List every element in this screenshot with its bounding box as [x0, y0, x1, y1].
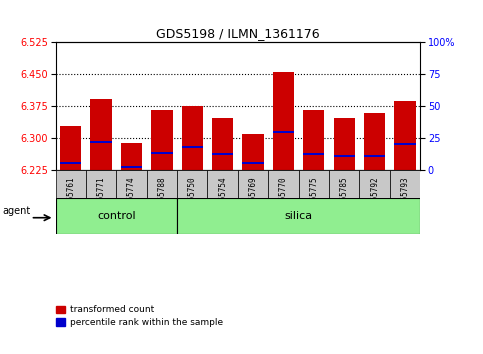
Bar: [329, 170, 359, 212]
Bar: [60, 162, 81, 164]
Bar: [395, 101, 416, 170]
Bar: [182, 106, 203, 170]
Bar: [90, 98, 112, 170]
Bar: [395, 143, 416, 145]
Bar: [56, 170, 86, 212]
Text: GSM665785: GSM665785: [340, 176, 349, 218]
Text: GSM665792: GSM665792: [370, 176, 379, 218]
Text: agent: agent: [3, 206, 31, 216]
Bar: [242, 162, 264, 164]
Bar: [273, 72, 294, 170]
Bar: [151, 110, 172, 170]
Bar: [177, 170, 208, 212]
Bar: [273, 131, 294, 133]
Title: GDS5198 / ILMN_1361176: GDS5198 / ILMN_1361176: [156, 27, 320, 40]
Bar: [298, 170, 329, 212]
Bar: [116, 170, 147, 212]
Bar: [303, 153, 325, 155]
Legend: transformed count, percentile rank within the sample: transformed count, percentile rank withi…: [53, 302, 227, 331]
Bar: [86, 170, 116, 212]
Bar: [208, 170, 238, 212]
Bar: [334, 118, 355, 170]
Text: GSM665769: GSM665769: [249, 176, 257, 218]
Bar: [212, 153, 233, 155]
Bar: [121, 143, 142, 170]
Text: GSM665750: GSM665750: [188, 176, 197, 218]
Bar: [364, 113, 385, 170]
Text: control: control: [97, 211, 136, 221]
Bar: [60, 126, 81, 170]
Bar: [242, 134, 264, 170]
Text: GSM665770: GSM665770: [279, 176, 288, 218]
Bar: [268, 170, 298, 212]
Text: silica: silica: [284, 211, 313, 221]
Text: GSM665788: GSM665788: [157, 176, 167, 218]
Text: GSM665761: GSM665761: [66, 176, 75, 218]
Bar: [182, 146, 203, 148]
Text: GSM665775: GSM665775: [309, 176, 318, 218]
Bar: [147, 170, 177, 212]
Text: GSM665774: GSM665774: [127, 176, 136, 218]
Bar: [238, 170, 268, 212]
Bar: [334, 155, 355, 157]
Bar: [56, 198, 177, 234]
Bar: [390, 170, 420, 212]
Bar: [121, 166, 142, 168]
Bar: [364, 155, 385, 157]
Bar: [359, 170, 390, 212]
Bar: [212, 118, 233, 170]
Bar: [177, 198, 420, 234]
Text: GSM665771: GSM665771: [97, 176, 106, 218]
Bar: [151, 152, 172, 154]
Text: GSM665793: GSM665793: [400, 176, 410, 218]
Bar: [303, 110, 325, 170]
Bar: [90, 141, 112, 143]
Text: GSM665754: GSM665754: [218, 176, 227, 218]
